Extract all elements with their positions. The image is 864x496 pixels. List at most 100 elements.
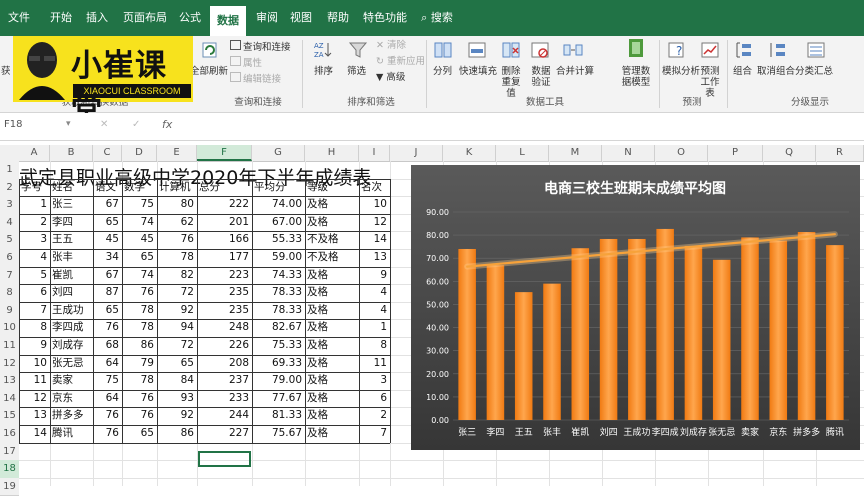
table-cell[interactable]: 3 [40,233,47,246]
table-cell[interactable]: 张丰 [52,251,73,263]
table-cell[interactable]: 6 [40,286,47,299]
table-cell[interactable]: 及格 [307,286,328,299]
table-cell[interactable]: 65 [105,215,119,228]
row-header-13[interactable]: 13 [0,372,19,391]
advanced-button[interactable]: ▼ 高级 [376,72,406,83]
table-cell[interactable]: 65 [105,303,119,316]
table-cell[interactable]: 82 [180,268,194,281]
table-cell[interactable]: 67 [105,198,119,211]
table-cell[interactable]: 78.33 [271,303,302,316]
table-cell[interactable]: 74 [140,268,154,281]
table-cell[interactable]: 7 [40,303,47,316]
formula-input[interactable] [182,117,860,135]
table-cell[interactable]: 75 [140,198,154,211]
filter-button[interactable]: 筛选 [347,66,367,77]
data-validation-button[interactable]: 数据验证 [531,66,551,88]
table-cell[interactable]: 86 [140,339,154,351]
table-cell[interactable]: 及格 [307,374,328,387]
column-header-O[interactable]: O [655,145,708,161]
column-header-B[interactable]: B [50,145,93,161]
table-cell[interactable]: 76 [140,286,154,299]
table-cell[interactable]: 67 [105,268,119,281]
tab-file[interactable]: 文件 [8,11,30,24]
row-header-7[interactable]: 7 [0,266,19,286]
table-cell[interactable]: 14 [373,233,387,246]
column-header-F[interactable]: F [197,145,252,161]
row-header-11[interactable]: 11 [0,337,19,356]
forecast-sheet-button[interactable]: 预测工作表 [700,66,720,99]
column-header-M[interactable]: M [549,145,602,161]
table-cell[interactable]: 及格 [307,321,328,334]
column-header-N[interactable]: N [602,145,655,161]
column-header-J[interactable]: J [390,145,443,161]
table-cell[interactable]: 8 [40,321,47,334]
ungroup-button[interactable]: 取消组合 [757,66,796,77]
table-cell[interactable]: 卖家 [52,374,73,387]
table-cell[interactable]: 76 [105,321,119,334]
table-cell[interactable]: 201 [228,215,249,228]
table-cell[interactable]: 4 [380,303,387,316]
average-score-chart[interactable]: 电商三校生班期末成绩平均图 0.00 10.00 20.00 30.00 40.00 50… [411,165,860,450]
table-cell[interactable]: 248 [228,321,249,334]
row-header-8[interactable]: 8 [0,284,19,303]
table-header-cell[interactable]: 等级 [307,180,328,193]
tab-page-layout[interactable]: 页面布局 [123,11,167,24]
table-cell[interactable]: 244 [228,409,249,422]
tab-review[interactable]: 审阅 [256,11,278,24]
get-data-button[interactable]: 获 [1,66,11,77]
data-model-button[interactable]: 管理数据模型 [621,66,651,88]
table-cell[interactable]: 3 [380,374,387,387]
table-cell[interactable]: 及格 [307,268,328,281]
table-cell[interactable]: 62 [180,215,194,228]
table-cell[interactable]: 64 [105,391,119,404]
table-cell[interactable]: 69.33 [271,356,302,369]
table-cell[interactable]: 78 [140,321,154,334]
table-cell[interactable]: 86 [180,427,194,439]
table-cell[interactable]: 及格 [307,391,328,404]
flash-fill-button[interactable]: 快速填充 [459,66,498,77]
row-header-2[interactable]: 2 [0,178,19,198]
table-cell[interactable]: 65 [140,251,154,263]
table-cell[interactable]: 79 [140,356,154,369]
table-cell[interactable]: 84 [180,374,194,387]
table-cell[interactable]: 刘成存 [52,339,84,351]
table-cell[interactable]: 222 [228,198,249,211]
table-cell[interactable]: 13 [33,409,47,422]
what-if-button[interactable]: 模拟分析 [662,66,701,77]
table-cell[interactable]: 177 [228,251,249,263]
table-cell[interactable]: 及格 [307,215,328,228]
table-cell[interactable]: 166 [228,233,249,246]
table-cell[interactable]: 腾讯 [52,427,73,439]
table-cell[interactable]: 78 [140,303,154,316]
table-cell[interactable]: 72 [180,339,194,351]
table-cell[interactable]: 不及格 [307,233,339,246]
table-cell[interactable]: 75.67 [271,427,302,439]
table-cell[interactable]: 80 [180,198,194,211]
table-cell[interactable]: 87 [105,286,119,299]
name-box-dropdown-icon[interactable]: ▾ [66,119,71,129]
row-header-10[interactable]: 10 [0,319,19,338]
insert-function-button[interactable]: fx [162,118,173,131]
table-cell[interactable]: 11 [373,356,387,369]
table-cell[interactable]: 237 [228,374,249,387]
table-cell[interactable]: 235 [228,303,249,316]
table-cell[interactable]: 9 [40,339,47,351]
column-header-E[interactable]: E [157,145,197,161]
table-cell[interactable]: 及格 [307,198,328,211]
table-cell[interactable]: 55.33 [271,233,302,246]
table-cell[interactable]: 76 [180,233,194,246]
column-header-Q[interactable]: Q [763,145,816,161]
column-header-K[interactable]: K [443,145,496,161]
table-cell[interactable]: 45 [105,233,119,246]
table-cell[interactable]: 8 [380,339,387,351]
row-header-14[interactable]: 14 [0,389,19,409]
column-header-A[interactable]: A [19,145,50,161]
row-header-12[interactable]: 12 [0,354,19,374]
table-cell[interactable]: 10 [373,198,387,211]
chart-title[interactable]: 电商三校生班期末成绩平均图 [544,180,726,197]
table-cell[interactable]: 王五 [52,233,73,246]
selected-cell-f18[interactable] [198,451,251,467]
column-header-P[interactable]: P [708,145,763,161]
table-cell[interactable]: 13 [373,251,387,263]
name-box[interactable]: F18 [4,119,23,130]
